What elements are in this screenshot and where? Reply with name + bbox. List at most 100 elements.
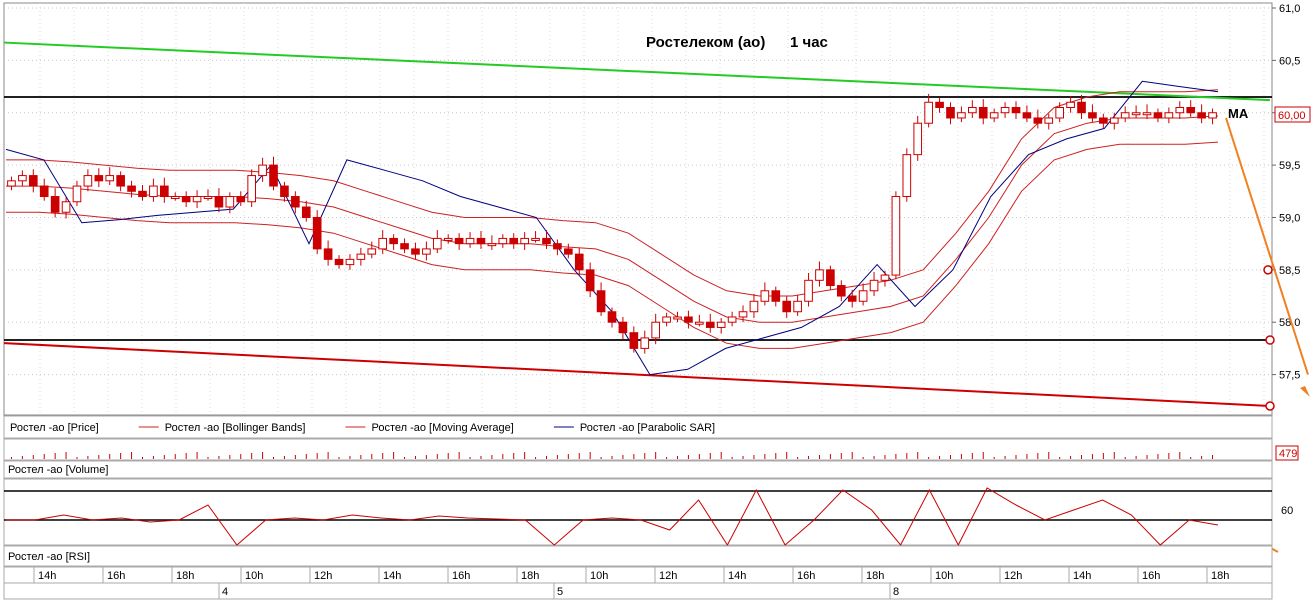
candle-body bbox=[94, 175, 104, 182]
candle-body bbox=[957, 112, 966, 119]
legend-entry: Ростел -ао [Price] bbox=[10, 422, 99, 434]
candle-body bbox=[1000, 107, 1010, 114]
price-tick-label: 61,0 bbox=[1279, 3, 1300, 15]
candle-body bbox=[1011, 107, 1021, 114]
candle-body bbox=[83, 175, 93, 187]
candle-body bbox=[520, 237, 529, 245]
candle-body bbox=[367, 248, 377, 255]
price-tick-label: 59,5 bbox=[1279, 160, 1300, 172]
candle-body bbox=[771, 290, 781, 302]
hour-label: 14h bbox=[1073, 570, 1091, 582]
candle-body bbox=[695, 321, 704, 325]
candle-body bbox=[1077, 101, 1086, 114]
time-axis-ticks: 14h 16h 18h 10h 12h 14h 16h 18h 10h 12h 14h 16h 18h 1… bbox=[33, 567, 1229, 599]
rsi-line bbox=[6, 487, 1219, 547]
candle-body bbox=[1055, 107, 1064, 119]
candle-body bbox=[989, 112, 999, 119]
candle-body bbox=[542, 237, 551, 245]
candle-body bbox=[826, 269, 835, 287]
last-price-box bbox=[1274, 106, 1311, 123]
rsi-panel[interactable] bbox=[3, 478, 1273, 546]
candle-body bbox=[301, 206, 311, 218]
candle-body bbox=[705, 321, 715, 328]
candle-body bbox=[793, 300, 802, 313]
candle-body bbox=[596, 290, 606, 313]
rsi-label: Ростел -ао [RSI] bbox=[8, 551, 90, 563]
candle-body bbox=[651, 321, 660, 339]
candle-body bbox=[422, 248, 431, 255]
hour-label: 14h bbox=[383, 570, 401, 582]
candle-body bbox=[804, 279, 813, 302]
candle-body bbox=[1153, 112, 1163, 119]
candle-body bbox=[1033, 117, 1043, 124]
price-axis-ticks: 61,060,560,059,559,058,558,057,5 bbox=[1279, 3, 1300, 382]
hour-label: 14h bbox=[38, 570, 56, 582]
candle-body bbox=[935, 101, 944, 109]
forecast-arrow-head bbox=[1300, 386, 1310, 397]
ma-annotation: MA bbox=[1228, 106, 1249, 121]
candle-body bbox=[170, 196, 180, 200]
candle-body bbox=[181, 196, 191, 203]
candle-body bbox=[432, 237, 442, 250]
candle-body bbox=[760, 290, 770, 302]
candle-body bbox=[913, 122, 923, 156]
volume-panel[interactable] bbox=[3, 438, 1273, 461]
candle-body bbox=[607, 311, 617, 323]
chart-title: Ростелеком (ао) bbox=[646, 34, 765, 51]
last-price-label: 60,00 bbox=[1278, 110, 1306, 122]
candle-body bbox=[269, 164, 278, 187]
candle-body bbox=[487, 243, 497, 247]
bollinger-upper bbox=[6, 89, 1219, 297]
rsi-tick-60: 60 bbox=[1281, 505, 1293, 517]
candle-body bbox=[891, 196, 901, 276]
price-candles bbox=[7, 93, 1217, 354]
legend-entry: Ростел -ао [Bollinger Bands] bbox=[165, 422, 306, 434]
support-trendline bbox=[3, 342, 1271, 407]
hour-label: 16h bbox=[797, 570, 815, 582]
candle-body bbox=[247, 175, 256, 203]
price-tick-label: 57,5 bbox=[1279, 370, 1300, 382]
volume-label-bar bbox=[3, 460, 1273, 479]
hour-label: 18h bbox=[866, 570, 884, 582]
candle-body bbox=[564, 248, 573, 255]
hour-label: 14h bbox=[728, 570, 746, 582]
level-marker-circle bbox=[1263, 265, 1273, 275]
day-label: 4 bbox=[222, 586, 228, 598]
candle-body bbox=[640, 337, 650, 349]
candle-body bbox=[378, 237, 388, 250]
forecast-arrow-line bbox=[1225, 117, 1309, 375]
level-marker-circle bbox=[1265, 401, 1275, 411]
resistance-trendline bbox=[3, 41, 1271, 102]
level-marker-circle bbox=[1265, 335, 1275, 345]
candle-body bbox=[749, 300, 759, 313]
candle-body bbox=[105, 175, 115, 182]
candle-body bbox=[629, 332, 639, 349]
volume-label: Ростел -ао [Volume] bbox=[8, 464, 108, 476]
volume-last-value: 479 bbox=[1279, 448, 1297, 460]
hour-label: 12h bbox=[1004, 570, 1022, 582]
hour-label: 10h bbox=[245, 570, 263, 582]
candle-body bbox=[39, 185, 49, 198]
rsi-label-bar bbox=[3, 545, 1273, 567]
candle-body bbox=[836, 285, 846, 297]
candle-body bbox=[782, 300, 792, 313]
legend: Ростел -ао [Price] Ростел -ао [Bollinger … bbox=[10, 422, 715, 434]
candle-body bbox=[258, 164, 267, 177]
candle-body bbox=[1142, 112, 1152, 116]
price-tick-label: 58,0 bbox=[1279, 317, 1300, 329]
price-tick-label: 60,5 bbox=[1279, 55, 1300, 67]
candle-body bbox=[498, 237, 508, 245]
candle-body bbox=[924, 101, 933, 124]
candle-body bbox=[323, 248, 333, 260]
candle-body bbox=[72, 185, 82, 203]
hour-label: 18h bbox=[521, 570, 539, 582]
candle-body bbox=[585, 269, 595, 292]
candle-body bbox=[880, 274, 890, 281]
price-grid bbox=[4, 3, 1276, 415]
bollinger-bands bbox=[6, 89, 1219, 349]
day-label: 8 bbox=[893, 586, 899, 598]
candle-body bbox=[356, 253, 366, 260]
candle-body bbox=[727, 316, 737, 323]
candle-body bbox=[946, 107, 955, 119]
